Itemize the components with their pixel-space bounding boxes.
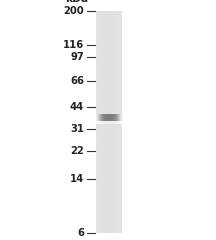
Bar	[111, 11, 112, 233]
Bar	[100, 11, 101, 233]
Bar	[97, 11, 98, 233]
Bar	[96, 11, 97, 233]
Bar	[96, 11, 122, 233]
Bar	[104, 11, 105, 233]
Bar	[107, 11, 108, 233]
Text: 116: 116	[63, 40, 84, 50]
Bar	[97, 11, 98, 233]
Bar	[104, 11, 105, 233]
Bar	[110, 11, 111, 233]
Bar	[118, 11, 119, 233]
Text: 6: 6	[77, 228, 84, 238]
Text: 66: 66	[70, 76, 84, 86]
Bar	[114, 11, 115, 233]
Bar	[105, 11, 106, 233]
Text: 22: 22	[70, 145, 84, 156]
Bar	[119, 11, 120, 233]
Bar	[112, 11, 113, 233]
Bar	[101, 11, 102, 233]
Text: kDa: kDa	[65, 0, 89, 4]
Bar	[116, 11, 117, 233]
Bar	[110, 11, 111, 233]
Text: 44: 44	[70, 102, 84, 112]
Bar	[108, 11, 109, 233]
Bar	[96, 11, 97, 233]
Bar	[103, 11, 104, 233]
Text: 14: 14	[70, 174, 84, 184]
Bar	[121, 11, 122, 233]
Bar	[117, 11, 118, 233]
Bar	[102, 11, 103, 233]
Bar	[118, 11, 119, 233]
Bar	[105, 11, 106, 233]
Bar	[115, 11, 116, 233]
Bar	[107, 11, 108, 233]
Bar	[120, 11, 121, 233]
Bar	[114, 11, 115, 233]
Bar	[108, 11, 109, 233]
Bar	[119, 11, 120, 233]
Text: 97: 97	[70, 52, 84, 62]
Text: 200: 200	[64, 6, 84, 16]
Bar	[113, 11, 114, 233]
Bar	[100, 11, 101, 233]
Bar	[106, 11, 107, 233]
Bar	[109, 11, 110, 233]
Bar	[99, 11, 100, 233]
Bar	[112, 11, 113, 233]
Bar	[99, 11, 100, 233]
Bar	[121, 11, 122, 233]
Bar	[101, 11, 102, 233]
Bar	[106, 11, 107, 233]
Bar	[98, 11, 99, 233]
Text: 31: 31	[70, 124, 84, 134]
Bar	[109, 11, 110, 233]
